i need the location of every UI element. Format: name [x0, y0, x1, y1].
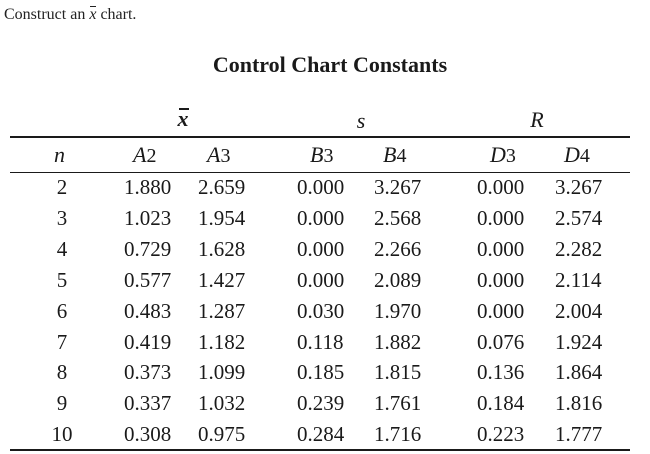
cell-n: 4	[56, 236, 68, 261]
prompt-suffix: chart.	[100, 6, 137, 23]
cell-d3: 0.076	[477, 329, 525, 354]
cell-b4: 1.882	[374, 329, 422, 354]
table-bottom-rule	[10, 449, 630, 451]
cell-a3: 1.628	[198, 236, 246, 261]
cell-b3: 0.000	[297, 205, 345, 230]
table-row: 5 0.577 1.427 0.000 2.089 0.000 2.114	[0, 266, 650, 297]
prompt-xbar-symbol: x	[89, 6, 97, 23]
table-row: 3 1.023 1.954 0.000 2.568 0.000 2.574	[0, 204, 650, 235]
cell-a2: 0.483	[124, 298, 172, 323]
cell-d3: 0.000	[477, 175, 525, 199]
column-header-n: n	[54, 142, 65, 167]
cell-d4: 1.864	[555, 360, 603, 385]
cell-a3: 1.099	[198, 360, 246, 385]
cell-d3: 0.184	[477, 391, 525, 416]
cell-n: 9	[56, 391, 68, 416]
cell-d4: 2.574	[555, 205, 603, 230]
cell-b3: 0.000	[297, 175, 345, 199]
cell-b4: 2.266	[374, 236, 422, 261]
cell-d3: 0.000	[477, 236, 525, 261]
table-row: 8 0.373 1.099 0.185 1.815 0.136 1.864	[0, 358, 650, 389]
cell-n: 7	[56, 329, 68, 354]
column-header-d3: D3	[490, 142, 516, 167]
cell-d3: 0.223	[477, 422, 525, 447]
cell-b4: 3.267	[374, 175, 422, 199]
cell-b4: 1.815	[374, 360, 422, 385]
cell-a2: 1.023	[124, 205, 172, 230]
cell-d4: 2.282	[555, 236, 603, 261]
cell-b3: 0.118	[297, 329, 344, 354]
cell-b3: 0.239	[297, 391, 345, 416]
cell-d4: 2.114	[555, 267, 602, 292]
cell-a2: 0.729	[124, 236, 172, 261]
column-header-a3: A3	[207, 142, 231, 167]
cell-a3: 1.032	[198, 391, 246, 416]
cell-d4: 3.267	[555, 175, 603, 199]
table-row: 7 0.419 1.182 0.118 1.882 0.076 1.924	[0, 328, 650, 359]
cell-d3: 0.000	[477, 298, 525, 323]
cell-d4: 1.924	[555, 329, 603, 354]
cell-a2: 0.308	[124, 422, 172, 447]
cell-b4: 2.089	[374, 267, 422, 292]
group-header-r: R	[530, 107, 544, 132]
table-row: 9 0.337 1.032 0.239 1.761 0.184 1.816	[0, 389, 650, 420]
cell-b3: 0.000	[297, 236, 345, 261]
cell-b3: 0.030	[297, 298, 345, 323]
column-header-b3: B3	[310, 142, 334, 167]
cell-d3: 0.136	[477, 360, 525, 385]
cell-n: 5	[56, 267, 68, 292]
group-xbar-symbol: x	[177, 106, 189, 131]
question-prompt: Construct an x chart.	[4, 6, 136, 24]
cell-a3: 0.975	[198, 422, 246, 447]
cell-a2: 0.337	[124, 391, 172, 416]
cell-b4: 2.568	[374, 205, 422, 230]
cell-d3: 0.000	[477, 205, 525, 230]
cell-b4: 1.716	[374, 422, 422, 447]
table-title: Control Chart Constants	[212, 52, 448, 77]
table-row: 6 0.483 1.287 0.030 1.970 0.000 2.004	[0, 297, 650, 328]
cell-a3: 1.954	[198, 205, 246, 230]
column-header-d4: D4	[564, 142, 590, 167]
cell-b3: 0.185	[297, 360, 345, 385]
prompt-prefix: Construct an	[4, 6, 86, 23]
cell-a2: 0.577	[124, 267, 172, 292]
cell-a2: 1.880	[124, 175, 172, 199]
cell-b3: 0.000	[297, 267, 345, 292]
cell-a2: 0.419	[124, 329, 172, 354]
cell-d4: 1.777	[555, 422, 603, 447]
cell-n: 6	[56, 298, 68, 323]
header-divider-rule	[10, 172, 630, 173]
cell-n: 2	[56, 175, 68, 199]
cell-b3: 0.284	[297, 422, 345, 447]
group-header-s: s	[356, 108, 366, 133]
cell-n: 10	[51, 422, 73, 447]
cell-a2: 0.373	[124, 360, 172, 385]
cell-d3: 0.000	[477, 267, 525, 292]
cell-b4: 1.970	[374, 298, 422, 323]
table-row: 4 0.729 1.628 0.000 2.266 0.000 2.282	[0, 235, 650, 266]
column-header-b4: B4	[383, 142, 407, 167]
cell-a3: 1.182	[198, 329, 246, 354]
cell-a3: 1.287	[198, 298, 246, 323]
cell-a3: 2.659	[198, 175, 246, 199]
cell-d4: 1.816	[555, 391, 603, 416]
cell-b4: 1.761	[374, 391, 422, 416]
table-top-rule	[10, 136, 630, 138]
column-header-a2: A2	[133, 142, 157, 167]
table-row: 2 1.880 2.659 0.000 3.267 0.000 3.267	[0, 173, 650, 204]
cell-d4: 2.004	[555, 298, 603, 323]
table-row: 10 0.308 0.975 0.284 1.716 0.223 1.777	[0, 420, 650, 451]
group-header-xbar: x	[168, 106, 198, 132]
cell-n: 8	[56, 360, 68, 385]
cell-n: 3	[56, 205, 68, 230]
cell-a3: 1.427	[198, 267, 246, 292]
